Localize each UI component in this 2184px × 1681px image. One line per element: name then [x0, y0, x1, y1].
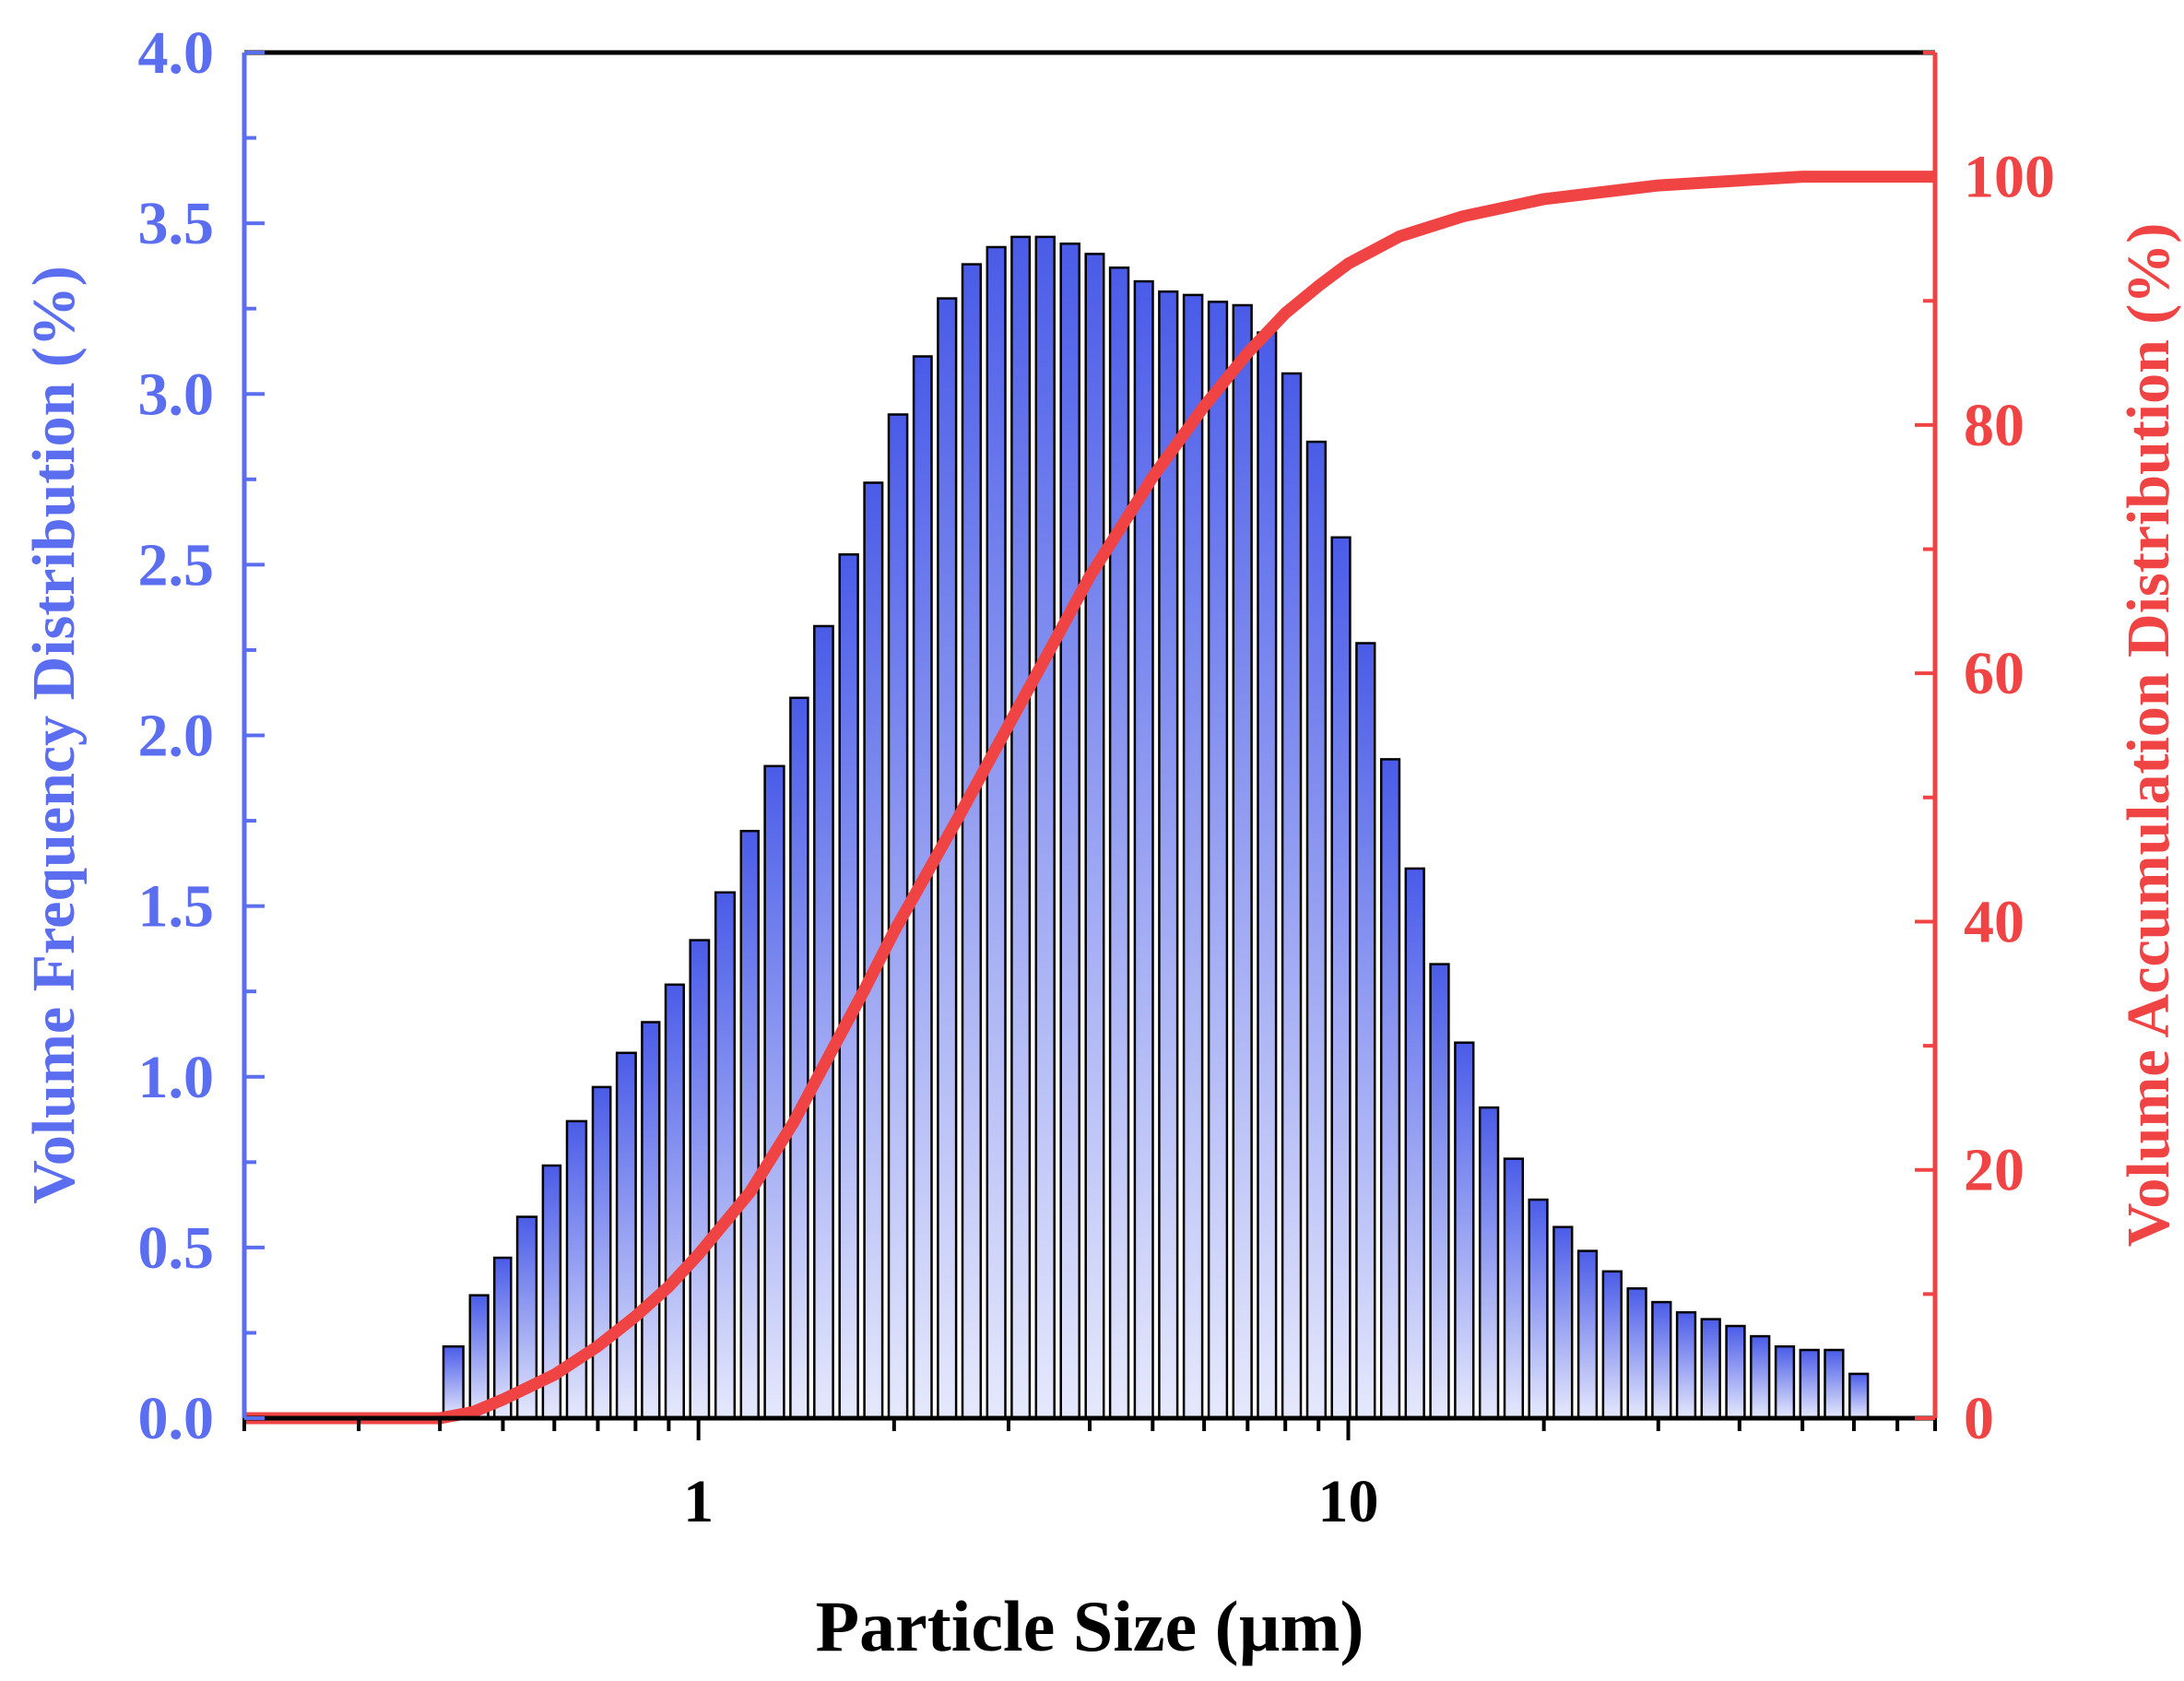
- y-right-tick-label: 100: [1964, 144, 2055, 211]
- bar: [813, 624, 834, 1420]
- bar: [1281, 372, 1303, 1420]
- y-left-tick-label: 1.5: [138, 873, 215, 941]
- bar: [789, 696, 809, 1420]
- bar: [1552, 1225, 1574, 1420]
- bar: [1774, 1344, 1796, 1420]
- bar: [1084, 253, 1105, 1420]
- bar: [1429, 963, 1450, 1420]
- y-left-tick-label: 3.0: [138, 361, 215, 428]
- frequency-bars: [442, 235, 1870, 1420]
- bar: [1601, 1270, 1623, 1420]
- bar: [1478, 1106, 1500, 1420]
- bar: [1750, 1334, 1771, 1420]
- bar: [1108, 266, 1130, 1420]
- bar: [442, 1344, 465, 1420]
- bar: [714, 891, 737, 1420]
- y-right-tick-label: 60: [1964, 640, 2025, 707]
- bar: [565, 1119, 588, 1420]
- bar: [1379, 758, 1401, 1420]
- bar: [1010, 235, 1032, 1420]
- bar: [1355, 642, 1376, 1420]
- bar: [763, 764, 785, 1420]
- y-right-tick-label: 80: [1964, 392, 2025, 459]
- bar: [1725, 1324, 1746, 1420]
- bar: [838, 553, 859, 1420]
- bar: [615, 1051, 637, 1420]
- y-right-tick-label: 20: [1964, 1137, 2025, 1204]
- right-y-axis-ticks: 0 20 40 60 80 100: [1915, 51, 2055, 1452]
- left-y-axis-title: Volume Frequency Distribution (%): [20, 266, 88, 1204]
- bar: [1528, 1198, 1549, 1420]
- bar: [1305, 440, 1328, 1420]
- x-tick-label: 10: [1317, 1468, 1378, 1535]
- bar: [1576, 1249, 1599, 1420]
- bar: [1651, 1300, 1672, 1420]
- y-left-tick-label: 0.0: [138, 1385, 215, 1452]
- bar: [1232, 303, 1253, 1420]
- cumulative-distribution-line: [244, 171, 1935, 1425]
- bar: [1848, 1372, 1870, 1420]
- bar: [739, 829, 760, 1420]
- bar: [1059, 243, 1080, 1420]
- bar: [986, 245, 1007, 1420]
- right-y-axis-title: Volume Accumulation Distribution (%): [2115, 223, 2182, 1247]
- bar: [1257, 331, 1278, 1420]
- bar: [1207, 301, 1229, 1420]
- bar: [591, 1085, 612, 1420]
- bar: [1503, 1157, 1525, 1420]
- x-axis-ticks: 1 10: [242, 1418, 1937, 1535]
- y-left-tick-label: 0.5: [138, 1214, 215, 1282]
- bar: [1824, 1348, 1845, 1420]
- x-axis-title: Particle Size (µm): [816, 1586, 1364, 1666]
- y-right-tick-label: 40: [1964, 888, 2025, 955]
- bar: [1799, 1348, 1820, 1420]
- y-left-tick-label: 4.0: [138, 19, 215, 87]
- bar: [689, 939, 711, 1420]
- bar: [961, 263, 983, 1420]
- y-right-tick-label: 0: [1964, 1385, 1994, 1452]
- left-y-axis-ticks: 0.0 0.5 1.0 1.5 2.0 2.5 3.0 3.5 4.0: [138, 19, 265, 1452]
- y-left-tick-label: 2.0: [138, 703, 215, 770]
- y-left-tick-label: 2.5: [138, 531, 215, 598]
- x-tick-label: 1: [683, 1468, 714, 1535]
- bar: [1700, 1318, 1721, 1420]
- y-left-tick-label: 1.0: [138, 1044, 215, 1111]
- bar: [641, 1021, 661, 1420]
- bar: [468, 1294, 490, 1420]
- bar: [1626, 1287, 1647, 1420]
- bar: [1675, 1310, 1697, 1420]
- bar: [1330, 536, 1352, 1420]
- bar: [1182, 293, 1204, 1420]
- bar: [1133, 279, 1154, 1420]
- bar: [1404, 867, 1425, 1420]
- bar: [1034, 235, 1056, 1420]
- y-left-tick-label: 3.5: [138, 190, 215, 257]
- bar: [664, 983, 685, 1420]
- bar: [1454, 1041, 1475, 1420]
